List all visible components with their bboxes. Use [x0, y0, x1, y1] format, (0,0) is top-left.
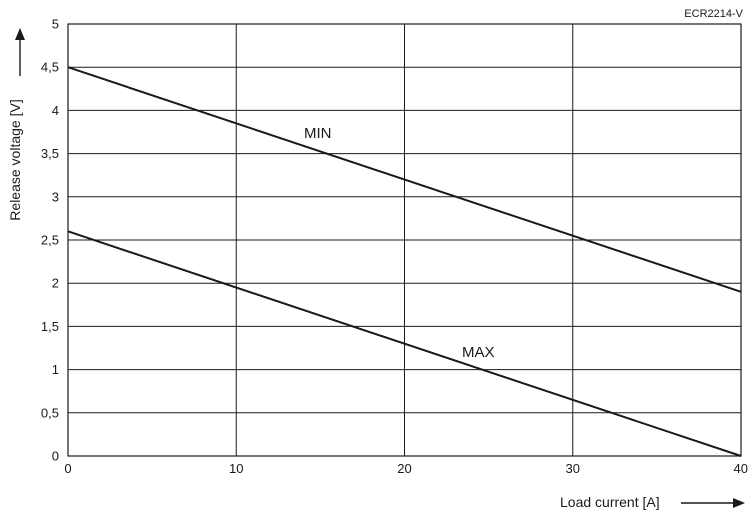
x-tick-label-4: 40	[734, 461, 748, 476]
y-axis-arrow-icon	[15, 28, 25, 76]
series-line-max	[67, 230, 742, 457]
x-tick-label-1: 10	[229, 461, 243, 476]
series-line-min	[67, 66, 742, 293]
y-tick-label-0: 0	[52, 449, 59, 464]
y-tick-label-9: 4,5	[41, 60, 59, 75]
x-axis-label: Load current [A]	[560, 494, 660, 510]
grid-lines	[67, 23, 742, 457]
y-tick-label-6: 3	[52, 189, 59, 204]
y-axis-label: Release voltage [V]	[7, 99, 23, 220]
y-tick-label-7: 3,5	[41, 146, 59, 161]
y-tick-label-2: 1	[52, 362, 59, 377]
y-tick-label-3: 1,5	[41, 319, 59, 334]
x-tick-label-3: 30	[566, 461, 580, 476]
x-tick-label-0: 0	[64, 461, 71, 476]
y-tick-label-8: 4	[52, 103, 59, 118]
series-lines	[67, 66, 742, 457]
y-tick-label-1: 0,5	[41, 405, 59, 420]
y-tick-label-5: 2,5	[41, 233, 59, 248]
series-label-min: MIN	[304, 125, 332, 142]
y-tick-label-4: 2	[52, 276, 59, 291]
series-label-max: MAX	[462, 344, 495, 361]
y-tick-label-10: 5	[52, 17, 59, 32]
tick-labels: 0 0,5 1 1,5 2 2,5 3 3,5 4 4,5 5 0 10 20 30 40	[41, 17, 748, 477]
x-axis-arrow-icon	[681, 498, 745, 508]
x-tick-label-2: 20	[397, 461, 411, 476]
figure-code: ECR2214-V	[684, 8, 743, 20]
plot-frame	[67, 23, 742, 457]
